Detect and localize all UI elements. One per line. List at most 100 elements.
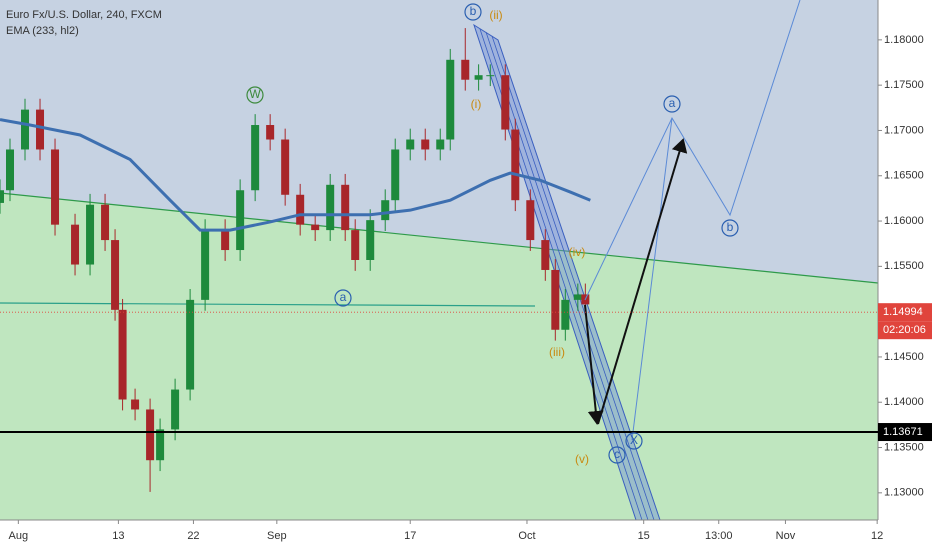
time-axis [0,520,932,550]
candle-body [156,429,165,461]
y-tick-label: 1.16000 [884,215,924,227]
ema-line [0,118,591,232]
wave-label: b [727,220,734,234]
y-tick-label: 1.17500 [884,79,924,91]
arrow [584,304,604,425]
price-box-label: 1.14994 [883,306,923,318]
candle-body [21,109,30,150]
candle-body [461,59,470,80]
candle-body [486,75,495,77]
candle-body [281,139,290,195]
wave-circle [464,3,482,21]
countdown-box [878,321,932,340]
y-tick-label: 1.14500 [884,351,924,363]
candle-body [526,200,535,241]
candle-body [551,269,560,330]
wave-label: X [630,433,638,447]
wave-label: W [249,87,261,101]
candle-body [341,184,350,231]
projection [631,117,673,441]
wave-label: (i) [471,97,482,111]
candle-body [311,224,320,231]
arrow [597,138,688,425]
candle-body [436,139,445,150]
wave-label: c [614,447,620,461]
wave-circle [663,95,681,113]
candle-body [111,240,120,310]
y-tick-label: 1.14000 [884,396,924,408]
wave-label: (iii) [549,345,565,359]
candle-body [351,230,360,260]
candle-body [326,184,335,231]
price-axis [878,0,932,550]
candle-body [391,149,400,201]
candle-body [6,149,15,191]
wave-label: a [669,96,676,110]
x-tick-label: 15 [638,530,650,542]
y-tick-label: 1.17000 [884,124,924,136]
x-tick-label: 13:00 [705,530,733,542]
y-tick-label: 1.13000 [884,487,924,499]
chart-title: Euro Fx/U.S. Dollar, 240, FXCM [6,9,162,21]
candle-body [561,299,570,330]
candle-body [406,139,415,150]
candle-body [251,125,260,191]
wave-circle [246,86,264,104]
x-tick-label: 22 [187,530,199,542]
candle-body [101,204,110,241]
projection [584,0,801,301]
candle-body [118,309,127,400]
candle-body [186,299,195,390]
wave-circle [721,219,739,237]
price-box [878,303,932,322]
candle-body [36,109,45,150]
wave-circle [334,289,352,307]
wave-label: b [470,4,477,18]
candle-body [266,125,275,140]
trend-line [0,192,879,284]
candle-body [146,409,155,461]
candle-body [51,149,60,225]
candle-body [474,75,483,80]
channel [473,23,661,521]
x-tick-label: Sep [267,530,287,542]
price-box-label: 1.13671 [883,426,923,438]
lower-zone [0,193,878,520]
x-tick-label: 17 [404,530,416,542]
candle-body [71,224,80,265]
y-tick-label: 1.16500 [884,170,924,182]
candle-body [296,194,305,225]
candle-body [366,220,375,260]
candle-body [501,75,510,130]
x-tick-label: Nov [776,530,796,542]
y-tick-label: 1.13500 [884,441,924,453]
candle-body [236,190,245,251]
candle-body [171,389,180,430]
countdown: 02:20:06 [883,324,926,336]
candle-body [0,190,4,203]
price-box [878,423,932,442]
legend-entry: EMA (233, hl2) [6,25,79,37]
candle-body [541,240,550,270]
y-tick-label: 1.15500 [884,260,924,272]
candle-body [131,399,140,410]
candle-body [86,204,95,265]
candle-body [421,139,430,150]
x-tick-label: Oct [518,530,535,542]
candle-body [573,294,582,300]
wave-label: a [340,290,347,304]
wave-label: (ii) [489,8,502,22]
candle-body [381,200,390,221]
support-line [0,302,536,307]
x-tick-label: 12 [871,530,883,542]
wave-circle [625,432,643,450]
wave-label: (iv) [569,245,586,259]
y-tick-label: 1.18000 [884,34,924,46]
candle-body [446,59,455,140]
candle-body [511,129,520,201]
wave-label: (v) [575,452,589,466]
wave-circle [608,446,626,464]
x-tick-label: Aug [9,530,29,542]
